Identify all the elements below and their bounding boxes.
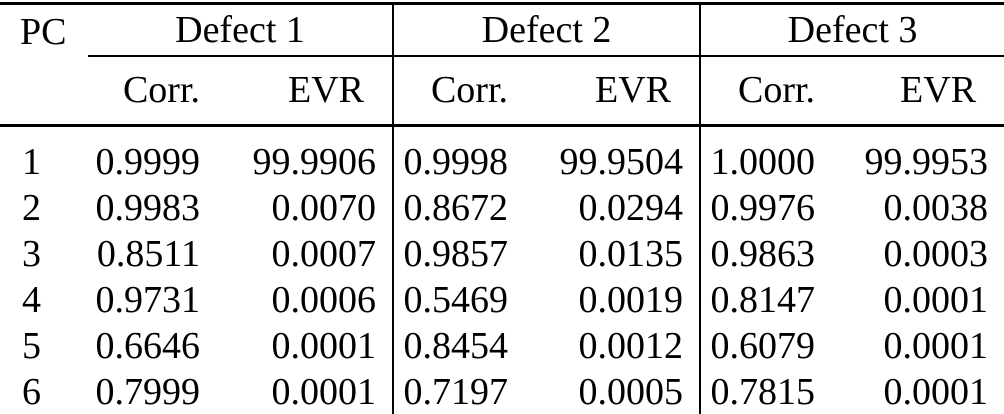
table-row: 6 0.7999 0.0001 0.7197 0.0005 0.7815 0.0… [0, 369, 1004, 414]
defect2-corr-value: 0.9857 [392, 231, 525, 277]
defect3-corr-value: 0.8147 [699, 277, 832, 323]
defect3-evr-value: 0.0038 [883, 187, 989, 229]
pc-value: 2 [22, 187, 41, 229]
defect2-corr-value: 0.8454 [392, 323, 525, 369]
defect2-corr-value: 0.9998 [392, 125, 525, 185]
group-header-defect-1: Defect 1 [88, 3, 394, 57]
table-row: 4 0.9731 0.0006 0.5469 0.0019 0.8147 0.0… [0, 277, 1004, 323]
table-row: 1 0.9999 99.9906 0.9998 99.9504 1.0000 9… [0, 125, 1004, 185]
table-row: 5 0.6646 0.0001 0.8454 0.0012 0.6079 0.0… [0, 323, 1004, 369]
col-header-defect3-corr: Corr. [699, 55, 832, 127]
col-header-defect2-evr: EVR [524, 55, 701, 127]
defect1-corr-value: 0.6646 [95, 325, 201, 367]
defect1-corr-value: 0.9731 [95, 279, 201, 321]
defect1-evr-value: 0.0070 [271, 187, 377, 229]
defect1-evr-value: 0.0001 [271, 325, 377, 367]
defect2-corr-value: 0.7197 [392, 369, 525, 414]
defect1-evr-value: 0.0006 [271, 279, 377, 321]
table-row: 3 0.8511 0.0007 0.9857 0.0135 0.9863 0.0… [0, 231, 1004, 277]
defect1-evr-value: 0.0007 [271, 233, 377, 275]
pc-value: 6 [22, 371, 41, 413]
defect2-corr-value: 0.5469 [392, 277, 525, 323]
defect2-evr-value: 0.0135 [578, 233, 684, 275]
defect3-corr-value: 1.0000 [699, 125, 832, 185]
defect2-evr-value: 0.0019 [578, 279, 684, 321]
defect1-corr-value: 0.9983 [95, 187, 201, 229]
defect3-evr-value: 0.0001 [883, 371, 989, 413]
defect1-evr-value: 99.9906 [252, 141, 377, 183]
pc-value: 3 [22, 233, 41, 275]
col-header-defect2-corr: Corr. [392, 55, 525, 127]
defect1-corr-value: 0.9999 [95, 141, 201, 183]
defect2-evr-value: 0.0012 [578, 325, 684, 367]
defect3-corr-value: 0.9863 [699, 231, 832, 277]
defect2-evr-value: 0.0294 [578, 187, 684, 229]
col-header-pc: PC [0, 3, 88, 127]
table-row: 2 0.9983 0.0070 0.8672 0.0294 0.9976 0.0… [0, 185, 1004, 231]
defect2-evr-value: 0.0005 [578, 371, 684, 413]
defect1-corr-value: 0.8511 [96, 233, 200, 275]
defect3-corr-value: 0.9976 [699, 185, 832, 231]
pc-value: 1 [22, 141, 41, 183]
col-header-defect1-evr: EVR [216, 55, 394, 127]
group-header-defect-2: Defect 2 [392, 3, 701, 57]
group-header-defect-3: Defect 3 [699, 3, 1004, 57]
group-header-row: PC Defect 1 Defect 2 Defect 3 [0, 3, 1004, 127]
pc-value: 5 [22, 325, 41, 367]
defect2-corr-value: 0.8672 [392, 185, 525, 231]
defect3-evr-value: 0.0003 [883, 233, 989, 275]
defect3-evr-value: 0.0001 [883, 279, 989, 321]
pc-value: 4 [22, 279, 41, 321]
defect3-evr-value: 99.9953 [864, 141, 989, 183]
defect3-evr-value: 0.0001 [883, 325, 989, 367]
defect2-evr-value: 99.9504 [559, 141, 684, 183]
sub-header-row: Corr. EVR Corr. EVR Corr. EVR [0, 55, 1004, 127]
col-header-defect1-corr: Corr. [88, 55, 216, 127]
col-header-defect3-evr: EVR [831, 55, 1004, 127]
defect3-corr-value: 0.7815 [699, 369, 832, 414]
defect1-evr-value: 0.0001 [271, 371, 377, 413]
defect1-corr-value: 0.7999 [95, 371, 201, 413]
defect3-corr-value: 0.6079 [699, 323, 832, 369]
